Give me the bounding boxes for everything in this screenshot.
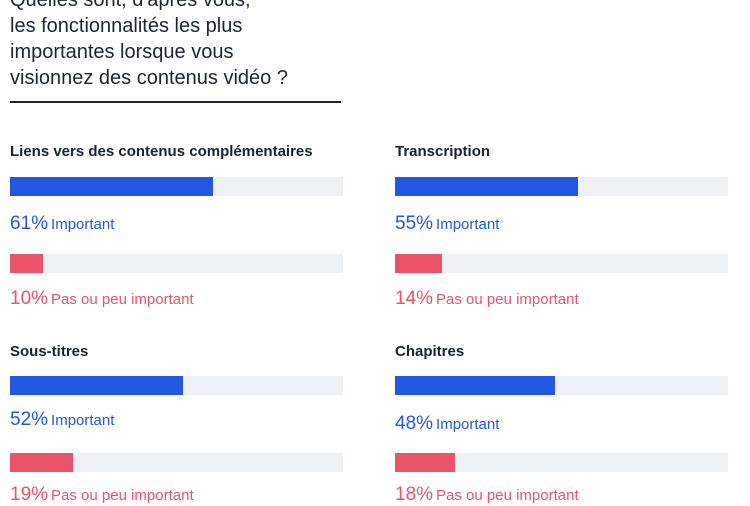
stat-important-label: Important <box>436 416 500 433</box>
bar-track-important <box>395 177 728 196</box>
stat-not-important-label: Pas ou peu important <box>436 291 579 308</box>
bar-important <box>10 177 214 196</box>
stat-not-important-label: Pas ou peu important <box>436 487 579 504</box>
stat-important: 48% Important <box>395 413 499 435</box>
heading-divider <box>10 101 341 103</box>
bar-important <box>395 376 555 395</box>
panel-title: Transcription <box>395 143 491 160</box>
bar-track-not-important <box>10 254 343 273</box>
bar-not-important <box>395 453 455 472</box>
question-heading: Quelles sont, d'après vous, les fonction… <box>10 0 350 91</box>
bar-track-not-important <box>10 453 343 472</box>
bar-not-important <box>10 453 74 472</box>
bar-track-important <box>10 177 343 196</box>
panel-title: Liens vers des contenus complémentaires <box>10 143 313 160</box>
stat-important-label: Important <box>51 412 115 429</box>
stat-not-important: 10% Pas ou peu important <box>10 288 194 310</box>
question-line-1: Quelles sont, d'après vous, <box>10 0 251 11</box>
stat-important-pct: 55% <box>395 213 434 234</box>
bar-important <box>395 177 579 196</box>
stat-not-important-label: Pas ou peu important <box>51 487 194 504</box>
stat-important: 61% Important <box>10 213 114 235</box>
stat-not-important: 18% Pas ou peu important <box>395 484 579 506</box>
stat-important-label: Important <box>436 216 500 233</box>
stat-not-important: 19% Pas ou peu important <box>10 484 194 506</box>
bar-track-important <box>10 376 343 395</box>
stat-not-important-pct: 18% <box>395 484 434 505</box>
question-line-4: visionnez des contenus vidéo ? <box>10 67 288 89</box>
bar-track-not-important <box>395 254 728 273</box>
stat-not-important-pct: 10% <box>10 288 49 309</box>
stat-not-important: 14% Pas ou peu important <box>395 288 579 310</box>
bar-track-important <box>395 376 728 395</box>
bar-not-important <box>395 254 442 273</box>
stat-important-pct: 52% <box>10 409 49 430</box>
bar-important <box>10 376 184 395</box>
stat-not-important-pct: 14% <box>395 288 434 309</box>
bar-not-important <box>10 254 44 273</box>
bar-track-not-important <box>395 453 728 472</box>
stat-not-important-label: Pas ou peu important <box>51 291 194 308</box>
question-line-3: importantes lorsque vous <box>10 41 234 63</box>
stat-important: 55% Important <box>395 213 499 235</box>
stat-important-pct: 48% <box>395 413 434 434</box>
stat-important: 52% Important <box>10 409 114 431</box>
panel-title: Chapitres <box>395 343 465 360</box>
stat-important-pct: 61% <box>10 213 49 234</box>
stat-not-important-pct: 19% <box>10 484 49 505</box>
question-line-2: les fonctionnalités les plus <box>10 15 243 37</box>
panel-title: Sous-titres <box>10 343 89 360</box>
stat-important-label: Important <box>51 216 115 233</box>
